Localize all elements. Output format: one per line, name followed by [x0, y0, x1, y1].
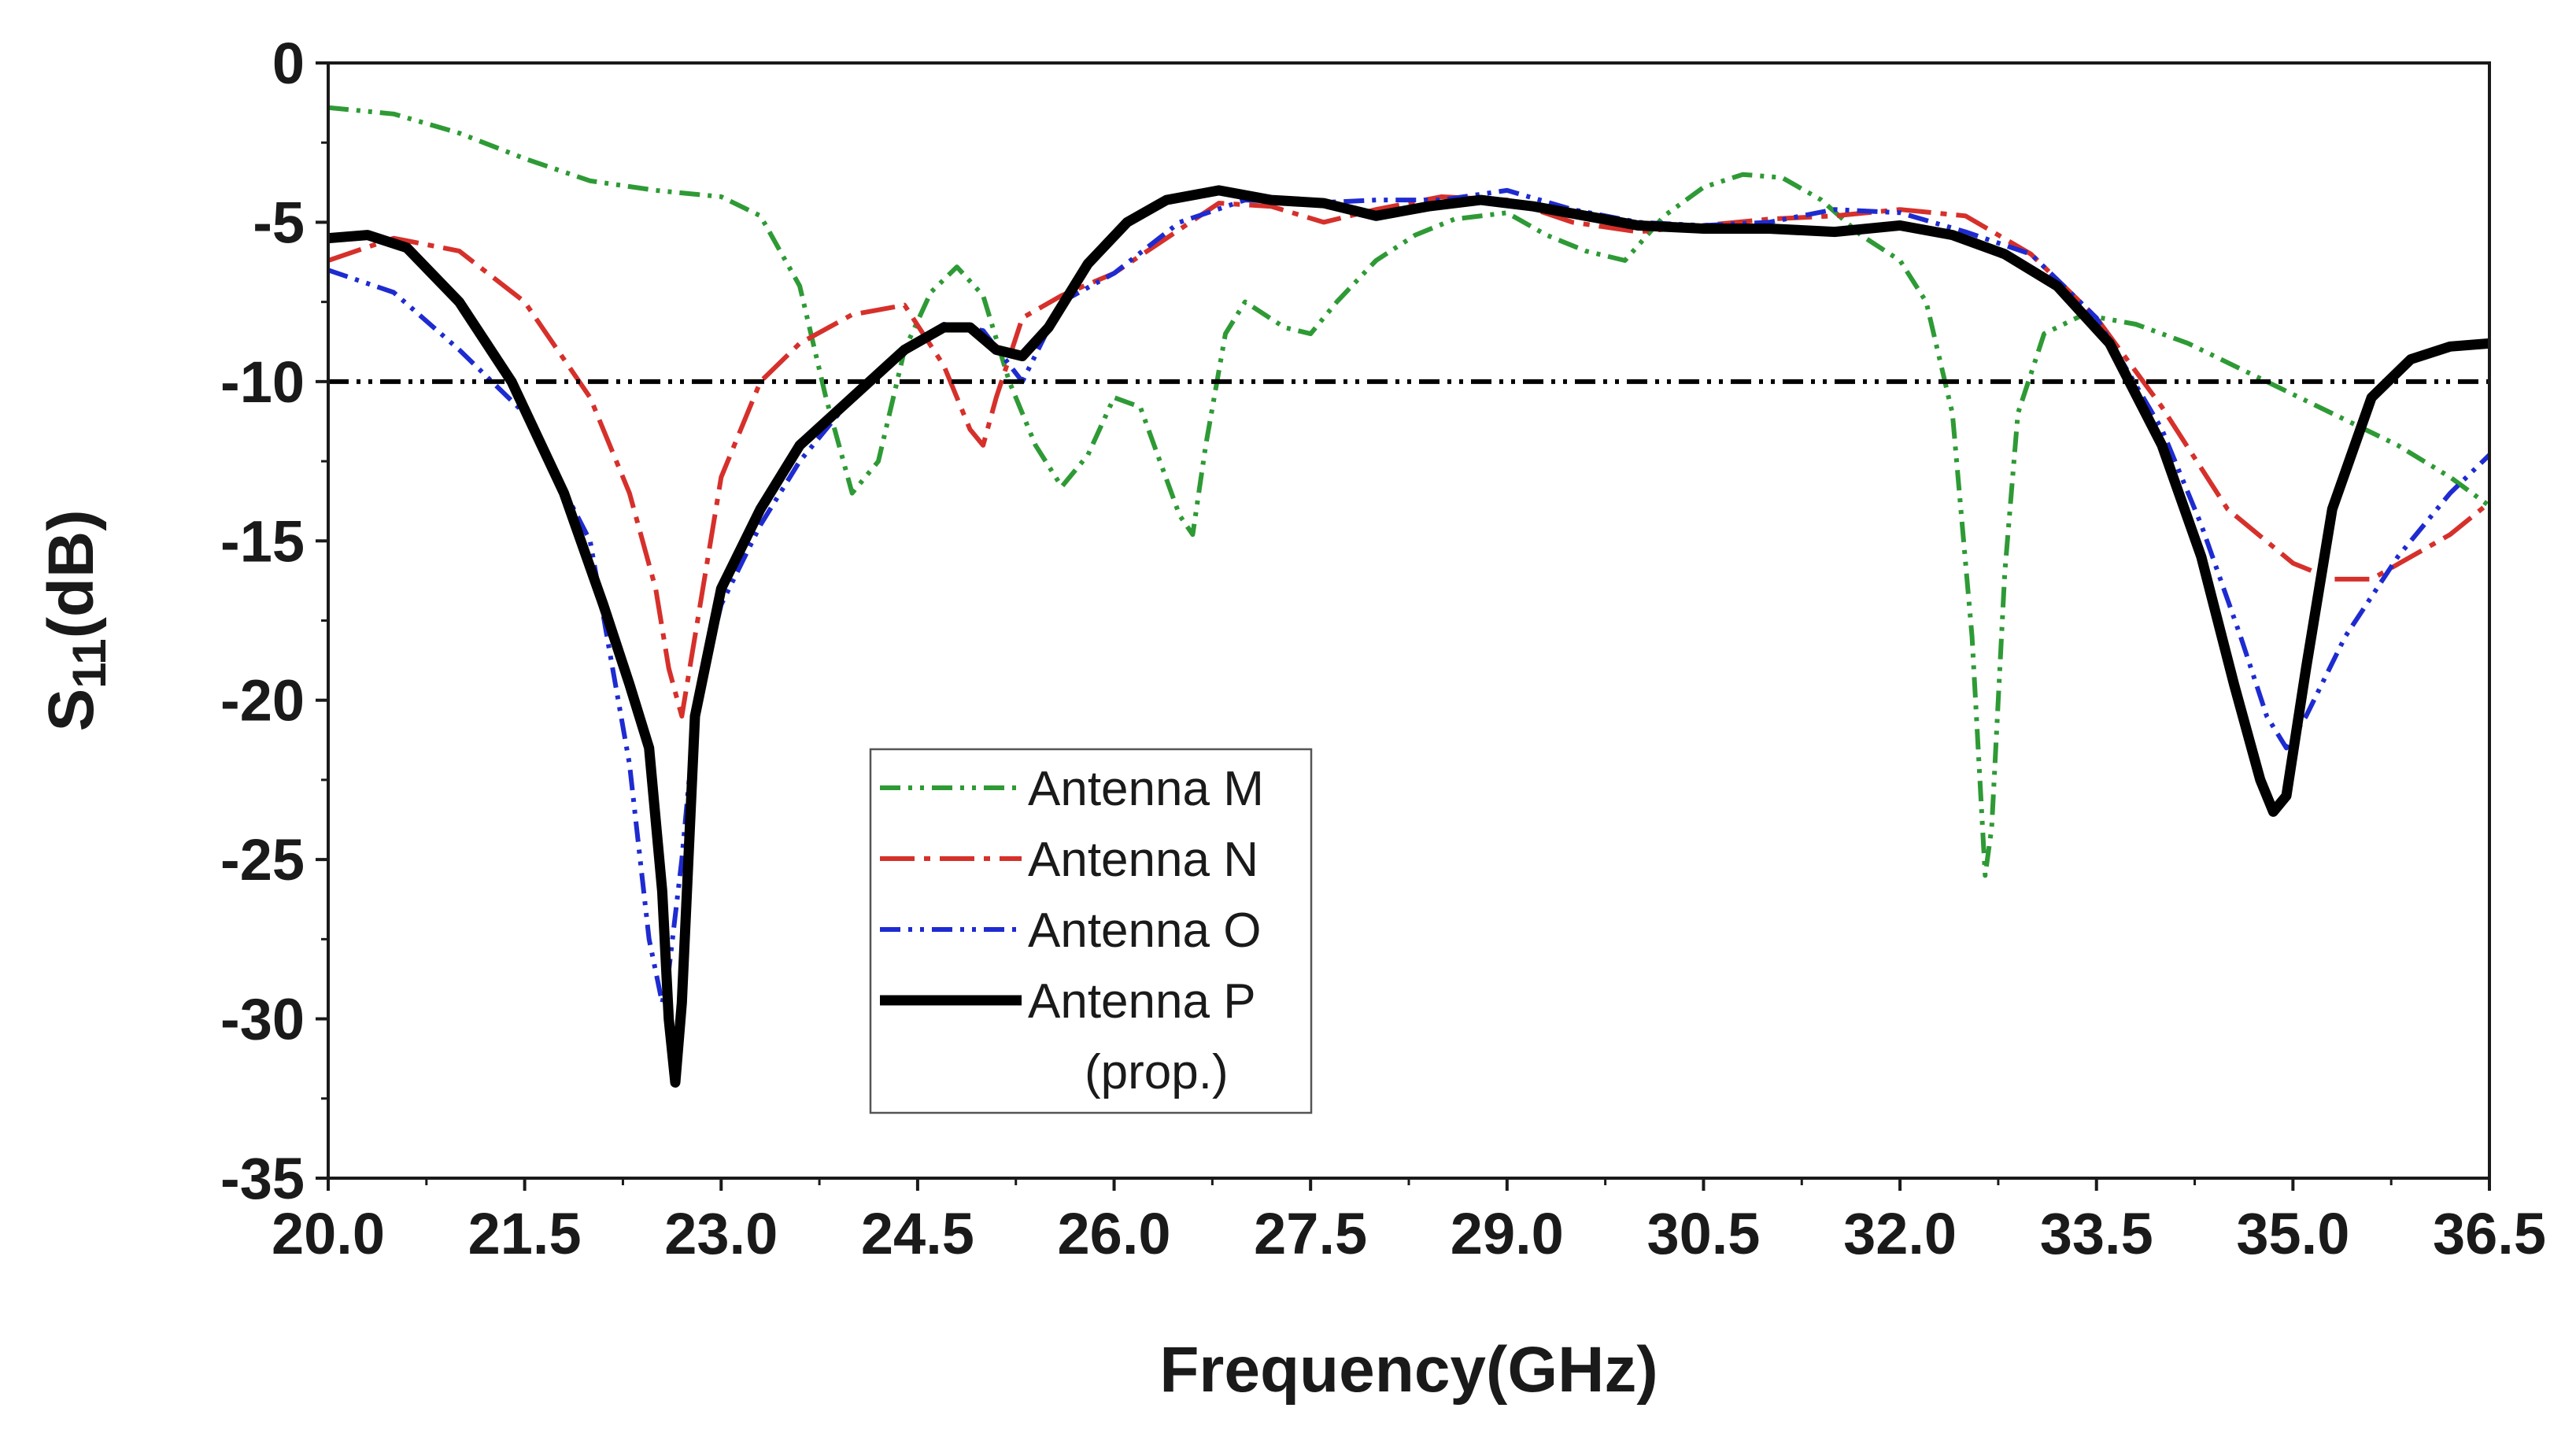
y-tick-label: -15: [220, 508, 305, 574]
y-tick-label: -30: [220, 987, 305, 1052]
x-tick-label: 32.0: [1843, 1201, 1957, 1266]
plot-frame: [327, 61, 2491, 1180]
legend-label-antenna-o: Antenna O: [1028, 903, 1261, 958]
y-axis-title-subscript: 11: [63, 638, 116, 688]
x-axis-title: Frequency(GHz): [1159, 1334, 1658, 1406]
y-tick-label: -25: [220, 827, 305, 892]
legend-label-antenna-m: Antenna M: [1028, 762, 1264, 816]
legend-label-antenna-p-note: (prop.): [1085, 1045, 1229, 1099]
x-tick-label: 33.5: [2040, 1201, 2153, 1266]
x-tick-label: 26.0: [1058, 1201, 1171, 1266]
x-tick-label: 21.5: [468, 1201, 582, 1266]
y-axis-title-suffix: (dB): [35, 509, 107, 638]
y-axis-title: S11(dB): [35, 509, 116, 731]
x-tick-label: 24.5: [861, 1201, 974, 1266]
y-tick-label: -35: [220, 1146, 305, 1211]
y-tick-label: -20: [220, 668, 305, 733]
x-tick-label: 29.0: [1451, 1201, 1564, 1266]
series-layer: [328, 105, 2489, 1088]
legend-label-antenna-p: Antenna P: [1028, 974, 1256, 1029]
series-line-antenna-o: [328, 187, 2489, 1006]
y-tick-label: -10: [220, 349, 305, 415]
series-line-antenna-m: [328, 105, 2489, 878]
y-tick-label: 0: [272, 31, 305, 96]
y-axis: 0 -5 -10 -15 -20 -25 -30 -35: [220, 31, 328, 1211]
series-line-antenna-p: [328, 185, 2489, 1088]
x-tick-label: 27.5: [1254, 1201, 1367, 1266]
x-tick-label: 35.0: [2236, 1201, 2349, 1266]
x-axis: 20.0 21.5 23.0 24.5 26.0 27.5 29.0 30.5 32.0 33.5…: [272, 1178, 2546, 1266]
x-tick-label: 30.5: [1646, 1201, 1760, 1266]
y-axis-title-main: S: [35, 689, 107, 732]
series-line-antenna-n: [328, 194, 2489, 719]
legend: Antenna M Antenna N Antenna O Antenna P (pro…: [869, 748, 1313, 1114]
y-tick-label: -5: [253, 190, 305, 255]
x-tick-label: 20.0: [272, 1201, 385, 1266]
x-tick-label: 23.0: [664, 1201, 778, 1266]
legend-label-antenna-n: Antenna N: [1028, 833, 1258, 887]
x-tick-label: 36.5: [2433, 1201, 2546, 1266]
